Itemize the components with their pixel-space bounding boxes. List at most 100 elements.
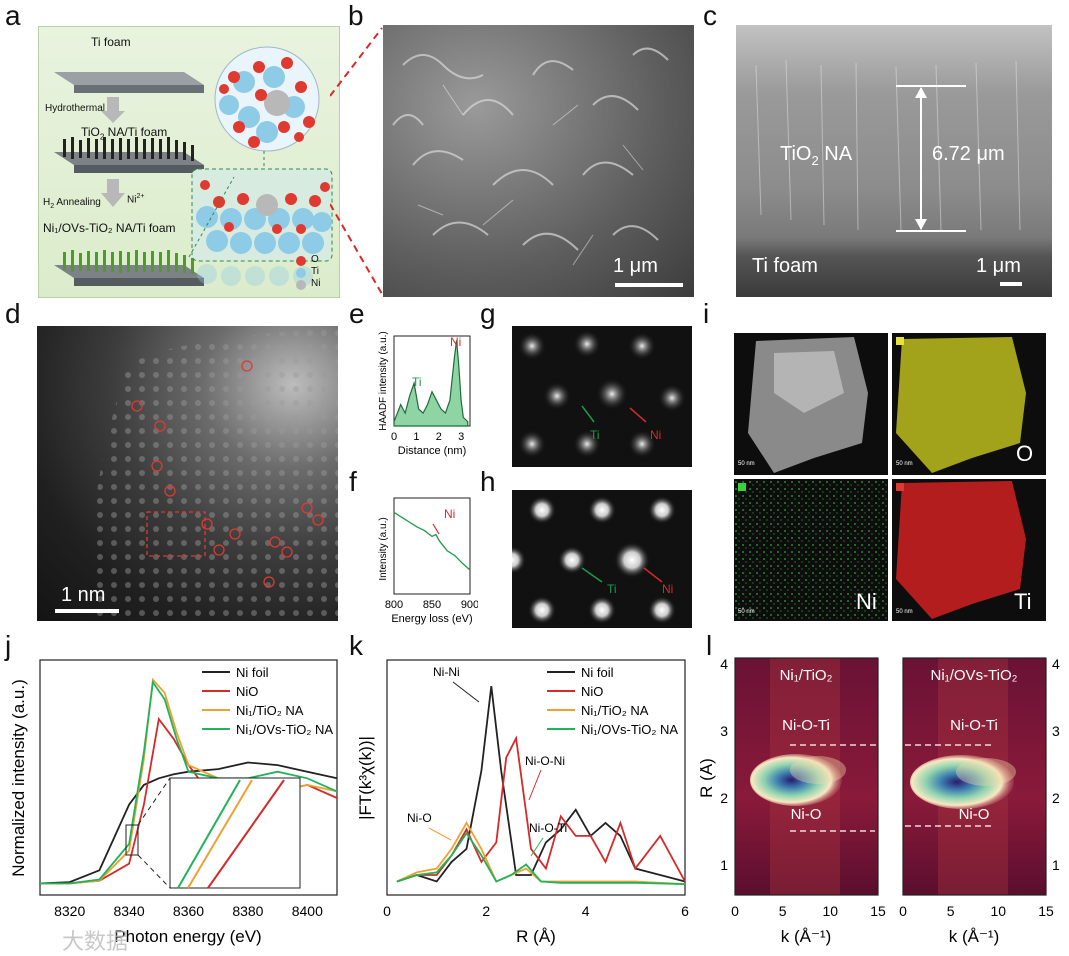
tick-e-1: 1 (413, 431, 419, 443)
ytick-l-3: 3 (720, 723, 728, 739)
exafs-line-3 (396, 831, 686, 885)
label-tio2-na: TiO2 NA (780, 143, 852, 168)
panel-label-i: i (703, 298, 710, 329)
nanosheet-texture (392, 47, 669, 266)
map-o: O 50 nm (892, 333, 1046, 475)
material-pre: TiO (780, 143, 812, 165)
tick-k-2: 4 (582, 903, 590, 919)
tick-e-3: 3 (458, 431, 464, 443)
simulated-atoms (512, 496, 676, 624)
tick-j-0: 8320 (54, 903, 85, 919)
xtick-l1-2: 10 (823, 903, 839, 919)
xtick-l2-2: 10 (991, 903, 1007, 919)
panel-label-j: j (5, 630, 12, 661)
scale-label-b: 1 μm (613, 255, 658, 277)
arrow2b-sup: 2+ (136, 193, 145, 200)
ytick-r-2: 2 (1052, 790, 1060, 806)
panel-l-wavelet-maps: Ni₁/TiO₂ Ni-O-Ti Ni-O Ni₁/OVs-TiO₂ Ni-O-… (700, 656, 1060, 946)
tick-j-3: 8380 (232, 903, 263, 919)
xtick-l2-1: 5 (947, 903, 955, 919)
panel-i-eds-maps: 50 nm O 50 nm Ni 50 nm Ti 50 nm (734, 333, 1046, 621)
xtick-l1-3: 15 (870, 903, 886, 919)
ytick-r-1: 1 (1052, 857, 1060, 873)
xlabel-k: R (Å) (516, 927, 556, 946)
scale-i-2: 50 nm (738, 609, 755, 615)
watermark: 大数据 (62, 929, 129, 954)
legend-j-0: Ni foil (236, 665, 269, 680)
panel-k-exafs-chart: Ni foil NiO Ni₁/TiO₂ NA Ni₁/OVs-TiO₂ NA … (356, 659, 689, 946)
label-ni-h: Ni (662, 582, 674, 596)
map-haadf: 50 nm (734, 333, 888, 475)
scale-i-1: 50 nm (896, 461, 913, 467)
panel-label-k: k (349, 630, 363, 661)
panel-b-sem-image: 1 μm (383, 25, 694, 297)
legend-k-1: NiO (581, 684, 603, 699)
panel-label-c: c (703, 0, 717, 31)
panel-c-sem-cross-section: TiO2 NA 6.72 μm Ti foam 1 μm (736, 25, 1052, 297)
ylabel-j: Normalized intensity (a.u.) (9, 679, 28, 876)
xlabel-l-1: k (Å⁻¹) (781, 927, 832, 946)
tick-f-2: 900 (461, 599, 478, 611)
xlabel-l-2: k (Å⁻¹) (949, 927, 1000, 946)
legend-j-1: NiO (236, 684, 258, 699)
ytick-l-4: 4 (720, 656, 728, 672)
xtick-l1-1: 5 (779, 903, 787, 919)
tick-j-4: 8400 (292, 903, 323, 919)
material-post: NA (818, 143, 853, 165)
panel-label-d: d (5, 298, 21, 329)
xanes-line-3 (40, 679, 338, 885)
map-ni: Ni 50 nm (734, 479, 888, 621)
schematic-drawing (54, 46, 333, 290)
ytick-r-3: 3 (1052, 723, 1060, 739)
tick-e-2: 2 (436, 431, 442, 443)
panel-label-f: f (349, 466, 357, 497)
map2-upper: Ni-O-Ti (950, 717, 998, 734)
panel-label-l: l (706, 630, 713, 661)
eels-spectrum (393, 511, 471, 571)
legend-ti: Ti (311, 266, 319, 277)
legend-ni: Ni (311, 278, 321, 289)
thickness-value: 6.72 μm (932, 143, 1005, 165)
panel-label-b: b (348, 0, 364, 31)
legend-k-3: Ni₁/OVs-TiO₂ NA (581, 722, 678, 737)
exafs-line-0 (396, 685, 686, 883)
tick-j-2: 8360 (173, 903, 204, 919)
ti-particle (896, 481, 1026, 619)
map1-upper: Ni-O-Ti (782, 717, 830, 734)
o-legend-swatch (896, 337, 904, 345)
xtick-l2-0: 0 (899, 903, 907, 919)
anno-nioni: Ni-O-Ni (525, 754, 565, 768)
atomic-lattice (91, 326, 338, 621)
map1-lower: Ni-O (791, 806, 822, 823)
tick-k-0: 0 (383, 903, 391, 919)
scale-i-0: 50 nm (738, 461, 755, 467)
panel-label-g: g (480, 298, 496, 329)
arrow-ni2plus: Ni2+ (127, 193, 144, 205)
arrow-hydrothermal: Hydrothermal (45, 103, 106, 114)
panel-h-simulated-image: Ti Ni (512, 490, 692, 628)
ylabel-f: Intensity (a.u.) (378, 517, 389, 580)
legend-k-0: Ni foil (581, 665, 614, 680)
scale-i-3: 50 nm (896, 609, 913, 615)
xanes-line-0 (39, 761, 338, 885)
legend-j-2: Ni₁/TiO₂ NA (236, 703, 304, 718)
xtick-l2-3: 15 (1038, 903, 1054, 919)
arrow2a-sub: 2 (50, 203, 55, 210)
arrow2b-pre: Ni (127, 194, 137, 206)
step-ti-foam: Ti foam (91, 35, 131, 49)
map2-lower: Ni-O (959, 806, 990, 823)
map-label-o: O (1016, 441, 1034, 466)
label-ti-h: Ti (607, 582, 617, 596)
haadf-particle (748, 337, 868, 473)
panel-label-h: h (480, 466, 496, 497)
cross-section-texture (755, 59, 1021, 231)
ni-dots (734, 479, 888, 621)
panel-g-enlarged-haadf: Ti Ni (512, 326, 692, 467)
panel-d-haadf-image: 1 nm (37, 326, 338, 621)
panel-label-e: e (349, 298, 365, 329)
arrow2a-post: Annealing (54, 197, 101, 208)
map-label-ti: Ti (1014, 589, 1032, 614)
label-ni-g: Ni (650, 428, 662, 442)
ylabel-l: R (Å) (700, 758, 716, 798)
panel-j-xanes-chart: Ni foil NiO Ni₁/TiO₂ NA Ni₁/OVs-TiO₂ NA … (9, 659, 338, 946)
